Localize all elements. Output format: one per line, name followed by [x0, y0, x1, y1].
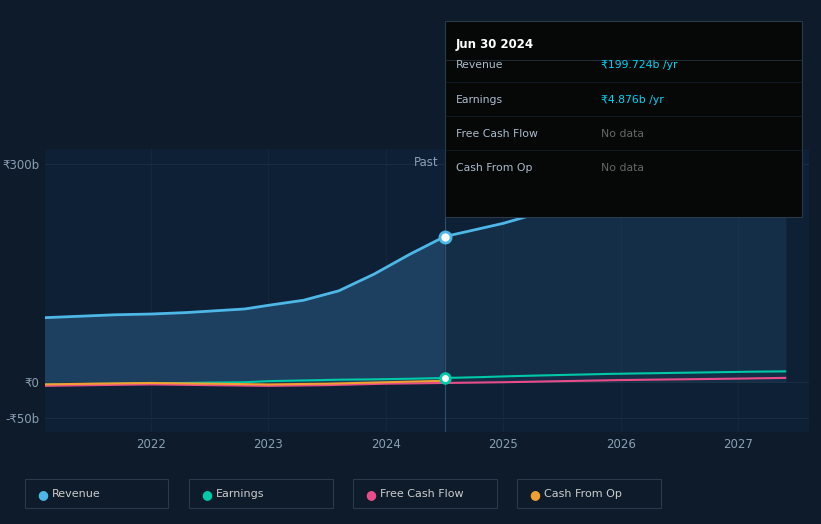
Text: ₹4.876b /yr: ₹4.876b /yr: [601, 94, 663, 105]
Text: Free Cash Flow: Free Cash Flow: [380, 489, 464, 499]
Text: Cash From Op: Cash From Op: [544, 489, 622, 499]
Text: ●: ●: [530, 488, 540, 500]
Text: Earnings: Earnings: [216, 489, 264, 499]
Text: Revenue: Revenue: [456, 60, 503, 71]
Text: Jun 30 2024: Jun 30 2024: [456, 38, 534, 51]
Text: Earnings: Earnings: [456, 94, 502, 105]
Text: Past: Past: [414, 156, 438, 169]
Text: ₹199.724b /yr: ₹199.724b /yr: [601, 60, 677, 71]
Text: No data: No data: [601, 162, 644, 173]
Text: ●: ●: [37, 488, 48, 500]
Text: Cash From Op: Cash From Op: [456, 162, 532, 173]
Text: No data: No data: [601, 128, 644, 139]
Text: ●: ●: [201, 488, 212, 500]
Text: ●: ●: [365, 488, 376, 500]
Text: Free Cash Flow: Free Cash Flow: [456, 128, 538, 139]
Text: Revenue: Revenue: [52, 489, 100, 499]
Text: Analysts Forecasts: Analysts Forecasts: [451, 156, 560, 169]
